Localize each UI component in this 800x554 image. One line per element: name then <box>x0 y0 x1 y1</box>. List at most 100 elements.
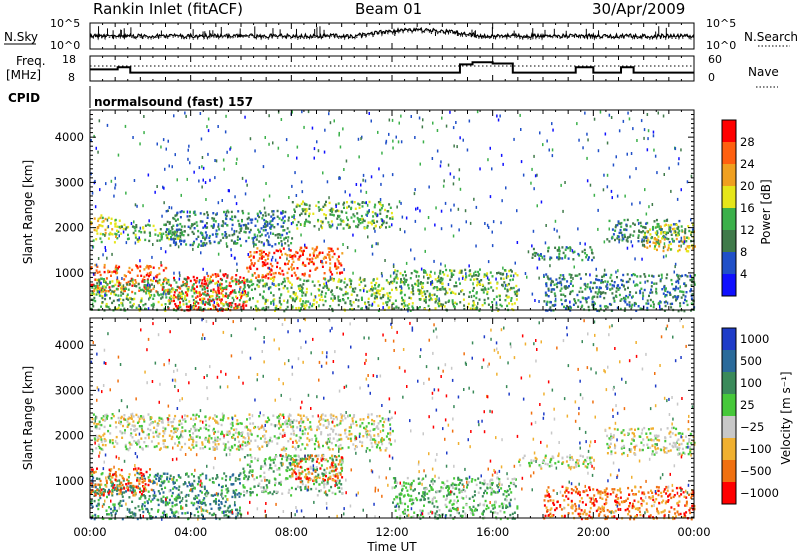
data-cell <box>102 488 105 491</box>
data-cell <box>599 304 602 308</box>
data-cell <box>282 225 284 228</box>
data-cell <box>206 279 209 282</box>
data-cell <box>331 459 334 462</box>
data-cell <box>318 294 320 297</box>
data-cell <box>419 298 422 301</box>
data-cell <box>659 225 662 228</box>
data-cell <box>249 251 252 254</box>
data-cell <box>667 244 670 247</box>
data-cell <box>558 257 561 260</box>
data-cell <box>118 234 120 238</box>
data-cell <box>98 279 101 283</box>
data-cell <box>144 284 147 287</box>
data-cell <box>140 299 143 303</box>
data-cell <box>121 304 124 307</box>
data-cell <box>369 221 372 224</box>
data-cell <box>216 283 219 287</box>
data-cell <box>193 222 196 225</box>
data-cell <box>320 457 322 460</box>
data-cell <box>233 215 236 218</box>
data-cell <box>144 495 147 498</box>
data-cell <box>201 502 203 505</box>
data-cell <box>387 432 389 435</box>
data-cell <box>116 225 119 228</box>
data-cell <box>132 420 135 423</box>
data-cell <box>294 255 297 258</box>
data-cell <box>125 483 128 486</box>
data-cell <box>305 287 308 291</box>
data-cell <box>553 292 556 295</box>
data-cell <box>663 238 666 241</box>
data-cell <box>245 300 248 303</box>
data-cell <box>463 307 466 311</box>
data-cell <box>117 294 120 297</box>
data-cell <box>269 277 272 280</box>
freq-label-bottom: [MHz] <box>6 68 41 82</box>
data-cell <box>220 298 223 301</box>
data-cell <box>205 294 208 297</box>
data-cell <box>227 296 229 299</box>
data-cell <box>162 495 165 498</box>
data-cell <box>90 503 93 506</box>
data-cell <box>623 299 626 302</box>
data-cell <box>213 300 215 304</box>
data-cell <box>117 153 120 157</box>
data-cell <box>369 429 372 433</box>
data-cell <box>427 216 430 219</box>
data-cell <box>107 513 110 516</box>
data-cell <box>177 245 180 249</box>
data-cell <box>158 272 161 276</box>
data-cell <box>446 274 449 277</box>
data-cell <box>602 274 605 278</box>
data-cell <box>647 302 650 305</box>
data-cell <box>147 307 150 311</box>
data-cell <box>556 281 559 285</box>
data-cell <box>518 288 520 292</box>
data-cell <box>690 284 693 287</box>
data-cell <box>511 303 514 306</box>
data-cell <box>495 277 497 281</box>
data-cell <box>527 250 530 254</box>
data-cell <box>452 126 455 130</box>
data-cell <box>308 478 311 482</box>
data-cell <box>468 295 471 298</box>
data-cell <box>179 239 181 243</box>
data-cell <box>503 281 506 284</box>
data-cell <box>553 227 556 231</box>
data-cell <box>196 435 199 438</box>
data-cell <box>562 209 564 213</box>
data-cell <box>359 218 362 221</box>
data-cell <box>274 464 277 467</box>
data-cell <box>382 287 385 290</box>
data-cell <box>341 476 344 479</box>
data-cell <box>137 240 140 243</box>
data-cell <box>161 296 164 299</box>
data-cell <box>148 283 151 287</box>
data-cell <box>293 216 295 219</box>
data-cell <box>374 229 376 233</box>
data-cell <box>106 256 108 260</box>
data-cell <box>633 223 636 226</box>
data-cell <box>218 296 221 299</box>
data-cell <box>197 302 200 305</box>
data-cell <box>298 258 301 261</box>
data-cell <box>219 239 222 242</box>
data-cell <box>486 276 489 280</box>
data-cell <box>165 501 168 504</box>
data-cell <box>477 274 480 277</box>
data-cell <box>274 234 277 237</box>
data-cell <box>585 299 588 302</box>
data-cell <box>395 281 398 284</box>
data-cell <box>417 282 420 285</box>
data-cell <box>136 517 139 521</box>
data-cell <box>413 192 416 196</box>
data-cell <box>334 264 337 267</box>
data-cell <box>247 253 249 256</box>
data-cell <box>640 119 643 123</box>
data-cell <box>133 494 136 497</box>
data-cell <box>202 244 205 247</box>
data-cell <box>665 276 668 280</box>
data-cell <box>169 284 172 287</box>
data-cell <box>305 218 308 222</box>
data-cell <box>164 292 166 295</box>
